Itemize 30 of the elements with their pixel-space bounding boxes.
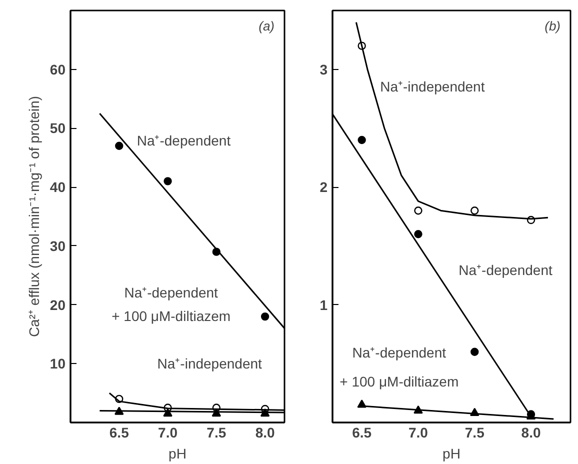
- x-tick-label: 6.5: [109, 424, 130, 440]
- x-tick-label: 7.0: [408, 424, 428, 440]
- y-tick-label: 40: [50, 179, 66, 196]
- annotation: + 100 μM-diltiazem: [340, 373, 459, 390]
- annotation: Na⁺-dependent: [136, 132, 231, 148]
- x-tick-label: 7.0: [158, 424, 178, 440]
- x-tick-label: 6.5: [352, 424, 372, 440]
- text: (b): [544, 18, 560, 34]
- y-tick-label: 2: [320, 179, 328, 196]
- annotation: Na⁺-independent: [157, 356, 262, 372]
- y-tick-label: 20: [50, 296, 66, 313]
- annotation: + 100 μM-diltiazem: [112, 308, 231, 324]
- x-tick-label: 7.5: [464, 424, 485, 440]
- annotation: Na⁺-dependent: [124, 284, 218, 301]
- y-tick-label: 1: [320, 296, 328, 313]
- annotation: Na⁺-independent: [380, 78, 485, 95]
- y-tick-label: 10: [50, 356, 66, 372]
- y-tick-label: 3: [320, 61, 328, 78]
- y-axis-title: Ca²⁺ efflux (nmol·min⁻¹·mg⁻¹ of protein): [26, 96, 42, 338]
- y-tick-label: 50: [50, 120, 66, 136]
- x-tick-label: 8.0: [521, 424, 541, 440]
- x-axis-title: pH: [442, 446, 460, 462]
- annotation: Na⁺-dependent: [458, 262, 552, 278]
- x-tick-label: 7.5: [206, 424, 226, 440]
- x-tick-label: 8.0: [255, 424, 275, 440]
- annotation: Na⁺-dependent: [352, 344, 446, 360]
- text: (a): [258, 18, 274, 34]
- y-tick-label: 60: [50, 61, 66, 78]
- x-axis-title: pH: [168, 446, 186, 462]
- y-tick-label: 30: [50, 238, 66, 254]
